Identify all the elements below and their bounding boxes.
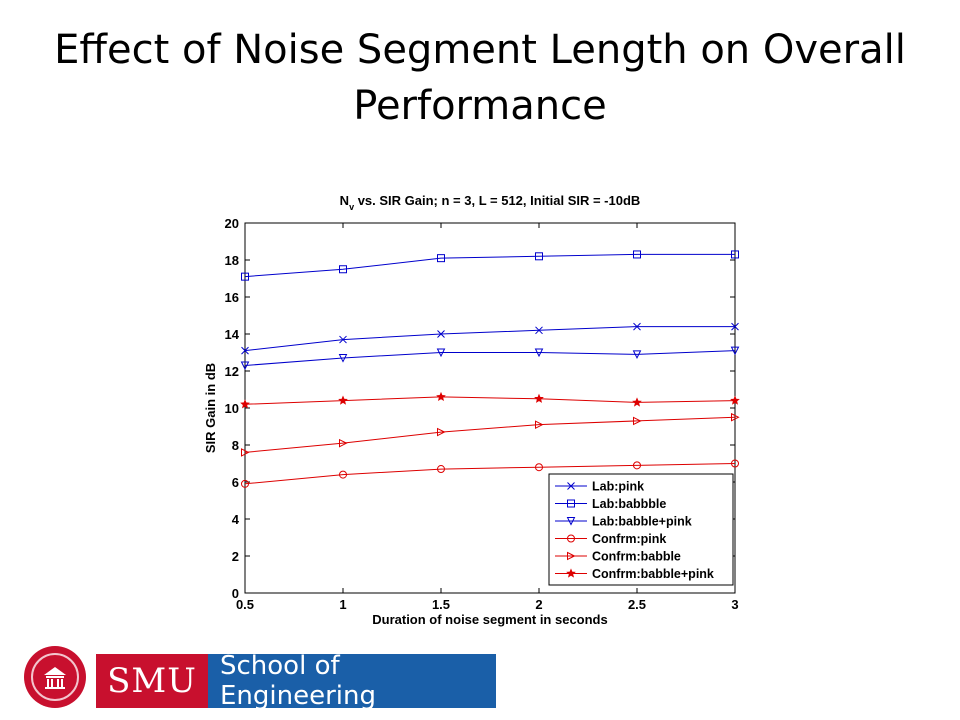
series-line (244, 463, 736, 485)
data-point (535, 252, 543, 261)
legend-label: Confrm:pink (592, 532, 666, 546)
legend-marker (567, 534, 575, 543)
series-2 (240, 346, 740, 371)
data-point (633, 250, 641, 259)
data-point (535, 463, 543, 472)
data-point (338, 395, 348, 405)
series-0 (241, 322, 739, 355)
series-3 (241, 459, 739, 488)
data-point (437, 427, 446, 437)
legend-box (548, 473, 734, 586)
x-tick-label: 2 (535, 597, 542, 612)
data-point (241, 272, 249, 281)
legend-label: Lab:babble+pink (592, 515, 692, 529)
y-tick-label: 10 (225, 401, 239, 416)
data-point (633, 416, 642, 426)
data-point (730, 395, 740, 405)
data-point (339, 335, 347, 344)
y-tick-label: 14 (225, 327, 240, 342)
x-tick-label: 2.5 (628, 597, 646, 612)
legend-marker (566, 568, 576, 578)
x-tick-label: 0.5 (236, 597, 254, 612)
data-point (437, 465, 445, 474)
data-point (633, 461, 641, 470)
legend-marker (566, 517, 576, 526)
x-tick-label: 1 (339, 597, 346, 612)
data-point (534, 393, 544, 403)
data-point (437, 254, 445, 263)
data-point (535, 326, 543, 335)
legend-marker (567, 499, 575, 508)
y-tick-label: 4 (232, 512, 240, 527)
data-point (633, 322, 641, 331)
legend-marker (567, 551, 576, 561)
x-tick-label: 1.5 (432, 597, 450, 612)
data-point (534, 348, 544, 358)
series-line (244, 253, 735, 278)
data-point (241, 479, 249, 488)
legend-label: Lab:pink (592, 480, 644, 494)
series-4 (241, 412, 740, 457)
data-point (437, 330, 445, 338)
data-point (240, 361, 250, 371)
legend-marker (567, 482, 575, 490)
series-line (244, 396, 736, 405)
data-point (535, 420, 544, 429)
y-tick-label: 12 (225, 364, 239, 379)
legend-label: Lab:babbble (592, 497, 666, 511)
y-tick-label: 20 (225, 216, 239, 231)
y-tick-label: 18 (225, 253, 239, 268)
data-point (632, 350, 642, 359)
data-point (338, 354, 348, 363)
data-point (436, 391, 446, 402)
chart-title: Nv vs. SIR Gain; n = 3, L = 512, Initial… (340, 193, 641, 212)
data-point (731, 459, 739, 468)
legend: Lab:pink Lab:babbble Lab:babble+pink Confrm… (548, 473, 734, 586)
data-point (730, 346, 740, 356)
y-tick-label: 0 (232, 586, 239, 601)
data-point (731, 412, 740, 422)
smu-seal-logo (24, 646, 86, 708)
x-tick-label: 3 (731, 597, 738, 612)
smu-wordmark: SMU (96, 654, 208, 708)
y-axis-label: SIR Gain in dB (203, 363, 218, 453)
series-5 (240, 391, 740, 409)
legend-label: Confrm:babble (592, 550, 681, 564)
data-point (632, 397, 642, 407)
data-point (241, 448, 250, 457)
x-axis-label: Duration of noise segment in seconds (372, 612, 607, 627)
y-tick-label: 8 (232, 438, 239, 453)
data-point (240, 399, 250, 409)
legend-label: Confrm:babble+pink (592, 567, 714, 581)
school-of-engineering-banner: School of Engineering (208, 651, 496, 711)
data-point (731, 250, 739, 259)
series-line (244, 416, 736, 453)
data-point (731, 322, 739, 331)
slide-title: Effect of Noise Segment Length on Overal… (54, 27, 906, 129)
series-line (244, 350, 736, 366)
series-line (244, 326, 735, 352)
series-1 (241, 250, 739, 281)
data-point (339, 265, 347, 274)
y-tick-label: 2 (232, 549, 239, 564)
y-tick-label: 6 (232, 475, 239, 490)
data-point (339, 438, 348, 448)
data-point (241, 346, 249, 355)
data-point (339, 470, 347, 479)
data-point (436, 348, 446, 358)
y-tick-label: 16 (225, 290, 239, 305)
